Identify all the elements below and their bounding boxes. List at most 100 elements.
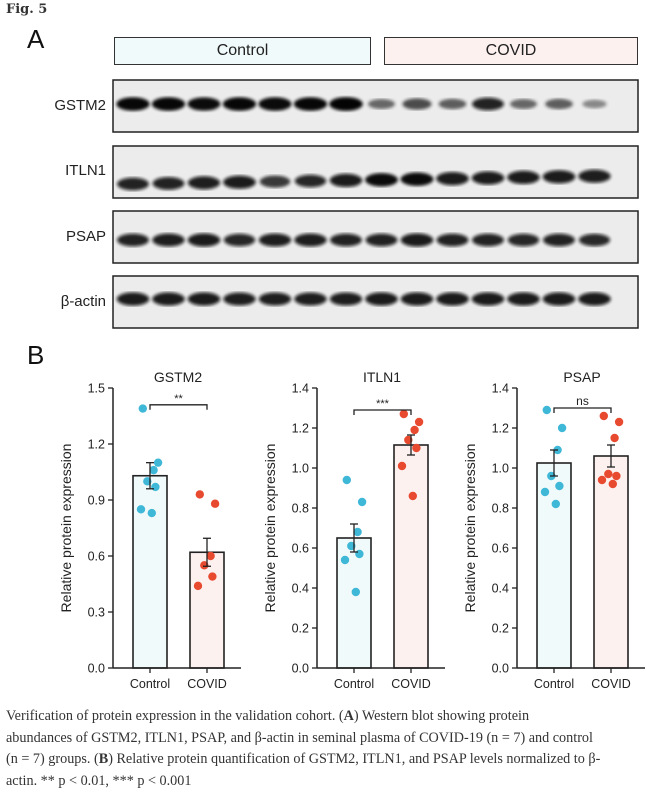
caption-text: abundances of GSTM2, ITLN1, PSAP, and β-… xyxy=(6,729,593,746)
blot-band xyxy=(152,177,185,190)
blot-itln1 xyxy=(112,145,639,199)
blot-band xyxy=(436,172,469,186)
significance-bracket xyxy=(353,409,412,415)
blot-gstm2 xyxy=(112,79,639,133)
y-tick-label: 0.2 xyxy=(492,622,509,636)
figure-caption: Verification of protein expression in th… xyxy=(6,706,658,792)
caption-panel-ref: B xyxy=(98,751,109,767)
blot-band xyxy=(436,233,469,247)
data-point xyxy=(414,417,424,427)
y-tick-label: 0.0 xyxy=(292,662,309,676)
data-point xyxy=(610,433,619,443)
data-point xyxy=(355,549,364,559)
bar-covid xyxy=(593,455,629,669)
data-point xyxy=(557,423,567,433)
blot-band xyxy=(293,97,328,111)
blot-band xyxy=(294,174,327,188)
data-point xyxy=(604,469,613,479)
data-point xyxy=(551,499,560,509)
blot-band xyxy=(365,173,398,187)
blot-band xyxy=(400,172,434,186)
blot-band xyxy=(116,292,150,306)
y-tick-label: 1.4 xyxy=(492,382,509,396)
data-point xyxy=(193,581,203,591)
blot-band xyxy=(438,98,467,110)
data-point xyxy=(351,587,360,597)
data-point xyxy=(597,475,607,485)
blot-band xyxy=(365,233,398,247)
blot-label-itln1: ITLN1 xyxy=(65,162,106,179)
blot-label-beta-actin: β-actin xyxy=(60,293,106,310)
data-point xyxy=(397,461,407,471)
y-tick-label: 1.0 xyxy=(292,462,309,476)
x-tick-label: Control xyxy=(534,677,574,691)
x-tick-label: COVID xyxy=(591,677,631,691)
data-point xyxy=(151,482,160,492)
blot-band xyxy=(578,292,611,306)
y-tick-label: 0.4 xyxy=(292,582,309,596)
bar-control xyxy=(132,474,168,669)
blot-band xyxy=(330,233,362,247)
blot-label-psap: PSAP xyxy=(65,228,106,245)
blot-band xyxy=(471,171,505,185)
blot-band xyxy=(151,97,186,111)
y-tick-label: 0.8 xyxy=(292,502,309,516)
data-point xyxy=(540,487,550,497)
blot-beta-actin xyxy=(112,275,639,329)
blot-band xyxy=(510,99,537,109)
blot-band xyxy=(258,292,292,306)
panel-a-letter: A xyxy=(27,24,45,54)
blot-band xyxy=(259,175,291,188)
y-tick-label: 0.2 xyxy=(292,622,309,636)
x-tick-label: COVID xyxy=(187,677,227,691)
chart-gstm2: GSTM2 Relative protein expression Control C… xyxy=(58,369,241,691)
data-point xyxy=(153,458,163,467)
blot-band xyxy=(258,97,292,111)
data-point xyxy=(614,417,624,427)
data-point xyxy=(353,527,362,537)
data-point xyxy=(340,555,350,565)
blot-band xyxy=(402,98,432,110)
blot-band xyxy=(223,233,256,247)
significance-label: *** xyxy=(376,398,390,410)
blot-band xyxy=(223,175,256,189)
y-tick-label: 0.6 xyxy=(492,542,509,556)
bar-covid xyxy=(189,551,225,669)
blot-band xyxy=(471,292,505,306)
blot-band xyxy=(582,99,607,109)
blot-band xyxy=(152,292,185,306)
data-point xyxy=(195,490,204,499)
y-tick-label: 1.2 xyxy=(492,422,509,436)
blot-band xyxy=(543,233,575,247)
control-group-label: Control xyxy=(114,37,371,65)
blot-band xyxy=(368,99,395,109)
blot-band xyxy=(400,233,434,247)
chart-itln1: ITLN1 Relative protein expression Control C… xyxy=(262,369,445,691)
blot-band xyxy=(222,97,257,111)
y-tick-label: 1.5 xyxy=(88,382,105,396)
blot-band xyxy=(294,292,327,306)
blot-band xyxy=(507,233,540,247)
data-point xyxy=(612,471,621,481)
blot-band xyxy=(472,97,504,111)
y-tick-label: 0.3 xyxy=(88,606,105,620)
blot-band xyxy=(578,233,611,247)
blot-band xyxy=(152,233,185,247)
panel-b-letter: B xyxy=(27,340,45,370)
chart-title: PSAP xyxy=(563,369,600,385)
x-tick-label: COVID xyxy=(391,677,431,691)
data-point xyxy=(136,505,146,514)
bar-control xyxy=(536,462,572,669)
data-point xyxy=(357,497,367,507)
y-tick-label: 1.4 xyxy=(292,382,309,396)
bar-covid xyxy=(393,444,429,669)
y-tick-label: 0.9 xyxy=(88,494,105,508)
y-axis-label: Relative protein expression xyxy=(262,444,278,613)
blot-band xyxy=(329,173,363,187)
data-point xyxy=(555,481,564,491)
blot-label-gstm2: GSTM2 xyxy=(54,97,106,114)
y-tick-label: 0.0 xyxy=(88,662,105,676)
figure-title: Fig. 5 xyxy=(6,2,48,17)
blot-band xyxy=(329,97,363,111)
blot-band xyxy=(578,169,611,183)
